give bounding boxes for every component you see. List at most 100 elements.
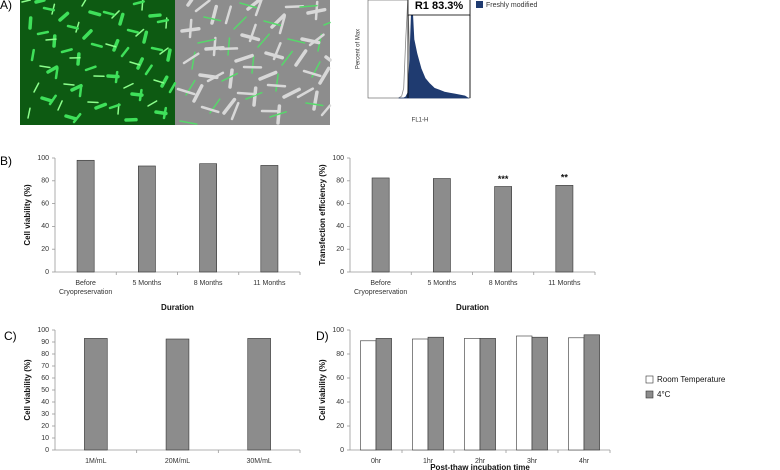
cell (21, 0, 32, 3)
cell (294, 49, 308, 67)
cell (156, 18, 170, 24)
y-tick-label: 10 (41, 435, 49, 442)
gate-box (407, 0, 471, 16)
cell (234, 53, 254, 63)
cell (88, 10, 102, 17)
x-tick-label: 2hr (475, 458, 486, 465)
x-tick-label: 3hr (527, 458, 538, 465)
y-axis-title: Cell viability (%) (318, 359, 327, 421)
cell (296, 87, 315, 99)
cell (239, 2, 258, 9)
cell (36, 30, 50, 36)
y-tick-label: 100 (37, 155, 49, 162)
cell (126, 28, 139, 34)
significance-label: *** (498, 174, 509, 184)
cell (60, 48, 73, 54)
cell (230, 101, 240, 121)
bar (412, 338, 429, 451)
cell (159, 47, 169, 55)
x-tick-label: 4hr (579, 458, 590, 465)
cell (299, 4, 318, 8)
bar (138, 165, 156, 273)
x-tick-label: 8 Months (194, 280, 223, 287)
y-tick-label: 60 (41, 375, 49, 382)
legend-label: Room Temperature (657, 375, 726, 384)
cell (78, 84, 83, 98)
cell (222, 97, 237, 115)
cell (52, 34, 57, 48)
cell (111, 10, 120, 19)
cell (66, 24, 79, 30)
cell (63, 83, 75, 86)
x-tick-label: Before Cryopreservation (59, 280, 112, 296)
gate-label: R1 83.3% (415, 0, 464, 12)
cell (129, 61, 141, 66)
cell (210, 4, 218, 25)
cell (179, 120, 198, 125)
cell (224, 5, 232, 25)
legend-swatch (645, 390, 654, 399)
cell (46, 65, 59, 74)
cell (144, 64, 153, 76)
cell (300, 37, 321, 45)
cell (123, 82, 134, 89)
y-axis-title: Transfection efficiency (%) (318, 164, 327, 266)
x-tick-label: 1M/mL (85, 458, 107, 465)
y-tick-label: 0 (45, 269, 49, 276)
y-tick-label: 20 (336, 246, 344, 253)
bar (583, 334, 600, 451)
cell (76, 52, 81, 66)
y-tick-label: 40 (336, 223, 344, 230)
cell (132, 0, 145, 6)
bar (76, 159, 95, 273)
histogram-area (398, 0, 470, 99)
y-tick-label: 100 (37, 327, 49, 334)
cell (120, 46, 130, 58)
cell (40, 96, 54, 103)
bar (375, 338, 392, 451)
y-tick-label: 60 (336, 200, 344, 207)
cell (228, 68, 234, 89)
cell (264, 51, 285, 60)
cell (160, 75, 169, 88)
y-tick-label: 50 (41, 387, 49, 394)
cell (252, 86, 258, 107)
cell (58, 11, 70, 22)
cell (302, 69, 322, 78)
cell (221, 72, 239, 82)
y-tick-label: 80 (336, 178, 344, 185)
cell (105, 43, 117, 48)
bar (555, 185, 574, 273)
panel-label: D) (316, 329, 329, 343)
y-tick-label: 100 (332, 327, 344, 334)
cell (136, 57, 144, 70)
y-tick-label: 0 (340, 269, 344, 276)
cell (57, 100, 63, 111)
cell (153, 79, 165, 84)
panel-label: B) (0, 154, 12, 168)
cell (135, 28, 145, 37)
cell (54, 66, 59, 80)
y-tick-label: 100 (332, 155, 344, 162)
cell (245, 91, 263, 100)
x-axis-title: Post-thaw incubation time (430, 463, 530, 470)
x-axis-title: FL1-H (412, 118, 429, 124)
cell (323, 21, 331, 26)
bar (427, 336, 444, 451)
cell (203, 16, 222, 22)
cell (64, 114, 78, 121)
cell (30, 48, 35, 62)
y-tick-label: 80 (336, 351, 344, 358)
y-tick-label: 0 (340, 447, 344, 454)
cell (33, 82, 40, 93)
bar (464, 338, 481, 451)
cell (251, 55, 255, 74)
cell (28, 16, 33, 30)
y-tick-label: 40 (336, 399, 344, 406)
cell (39, 65, 51, 69)
legend-swatch (645, 375, 654, 384)
bar (260, 165, 279, 273)
cell (282, 87, 301, 99)
cell (87, 101, 99, 104)
cell (320, 104, 332, 117)
